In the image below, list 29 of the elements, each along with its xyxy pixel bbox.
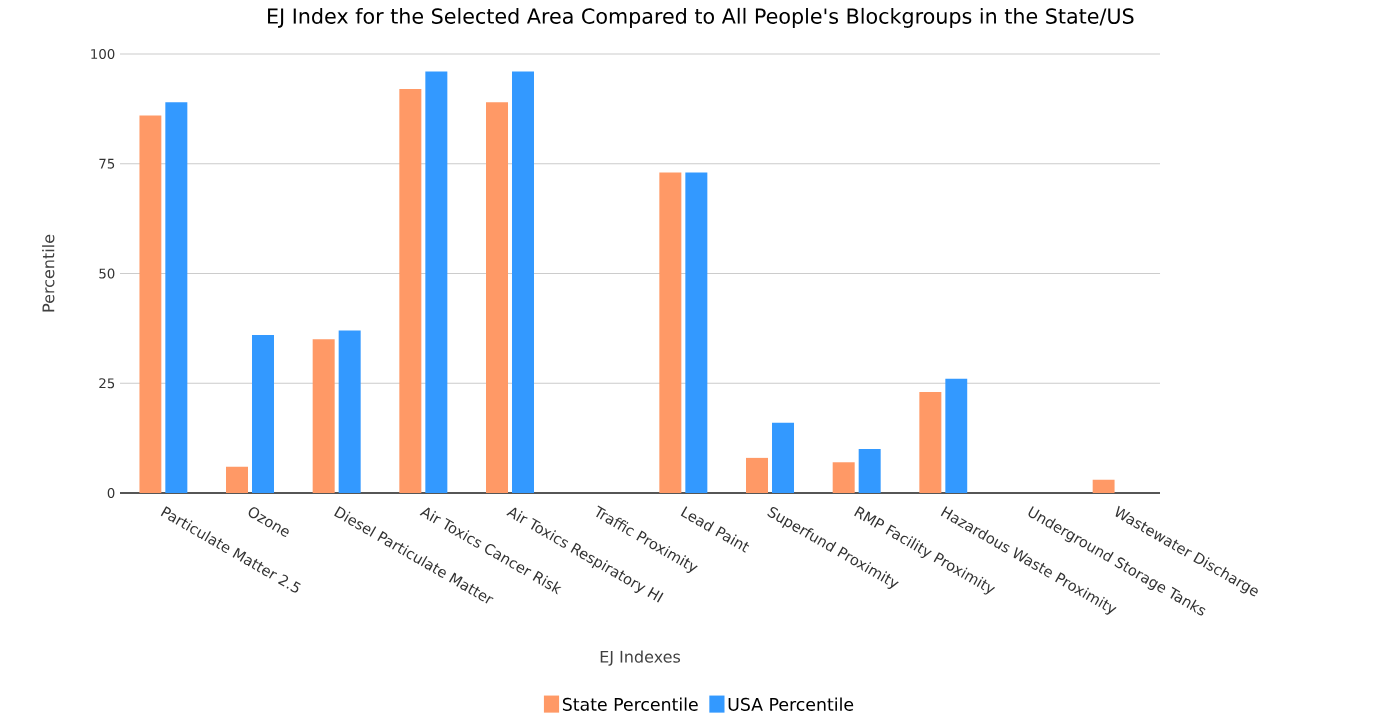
y-tick-label: 50 (99, 268, 115, 279)
bar (338, 330, 361, 493)
bar (252, 334, 275, 493)
chart-title: EJ Index for the Selected Area Compared to All People's Blockgroups in the State/US (268, 7, 1134, 28)
x-axis-title: EJ Indexes (600, 650, 681, 666)
bar (1092, 479, 1115, 493)
bar (165, 102, 188, 493)
bar (312, 339, 335, 493)
bar (832, 462, 855, 493)
y-tick-label: 25 (99, 378, 115, 389)
bar (139, 115, 162, 493)
legend-label: USA Percentile (728, 697, 854, 711)
bar (659, 172, 682, 493)
y-tick-label: 100 (91, 48, 115, 60)
bar (858, 449, 881, 493)
bar (685, 172, 708, 493)
y-tick-label: 75 (99, 158, 115, 169)
bar (746, 457, 769, 493)
bar (399, 89, 422, 493)
bar (226, 466, 248, 493)
bar (425, 71, 448, 493)
bar (772, 422, 795, 493)
y-tick-label: 0 (107, 487, 115, 499)
bar (945, 378, 968, 493)
bar (486, 102, 509, 493)
y-axis-title: Percentile (42, 234, 55, 312)
bar (512, 71, 535, 493)
bar (919, 392, 942, 493)
legend-label: State Percentile (562, 697, 698, 711)
